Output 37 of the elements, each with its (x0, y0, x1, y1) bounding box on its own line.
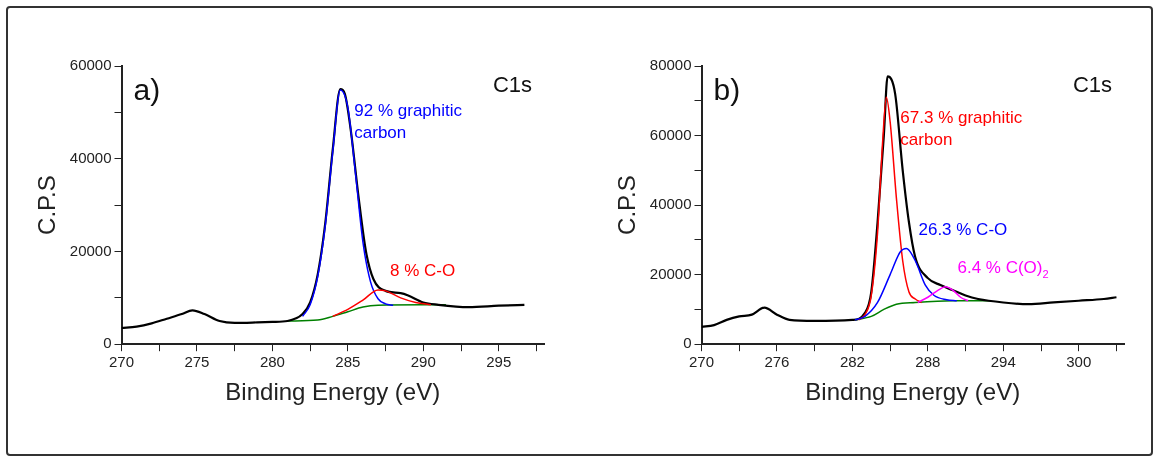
series-label: 67.3 % graphitic carbon (900, 108, 1023, 150)
annotation: C1s (1072, 72, 1112, 97)
x-tick-label: 270 (109, 353, 135, 371)
x-tick-label: 276 (764, 353, 790, 371)
y-axis-title: C.P.S (33, 175, 61, 235)
y-tick-label: 20000 (69, 241, 112, 259)
line-series (854, 247, 958, 321)
y-axis-title: C.P.S (613, 175, 641, 235)
x-tick-label: 290 (410, 353, 436, 371)
series-label: 8 % C-O (390, 260, 456, 280)
annotation: C1s (492, 72, 532, 97)
x-tick-label: 275 (184, 353, 210, 371)
y-tick-label: 60000 (649, 125, 692, 143)
x-tick-label: 295 (486, 353, 512, 371)
line-series (701, 75, 1118, 328)
x-axis-title: Binding Energy (eV) (225, 378, 441, 406)
y-tick-label: 20000 (649, 264, 692, 282)
y-tick-label: 40000 (649, 195, 692, 213)
line-series (332, 289, 432, 318)
x-tick-label: 300 (1066, 353, 1092, 371)
series-label: 26.3 % C-O (918, 219, 1008, 239)
chart-title: b) (713, 73, 741, 106)
y-tick-label: 0 (103, 334, 112, 352)
x-tick-label: 282 (839, 353, 865, 371)
line-series (917, 286, 969, 304)
x-tick-label: 285 (335, 353, 361, 371)
x-tick-label: 270 (689, 353, 715, 371)
x-tick-label: 288 (915, 353, 941, 371)
y-tick-label: 80000 (649, 56, 692, 74)
x-axis-title: Binding Energy (eV) (805, 378, 1021, 406)
y-tick-label: 40000 (69, 148, 112, 166)
series-label: 92 % graphitic carbon (354, 101, 463, 143)
x-tick-label: 280 (259, 353, 285, 371)
x-tick-label: 294 (990, 353, 1016, 371)
chart-title: a) (133, 73, 161, 106)
y-tick-label: 60000 (69, 56, 112, 74)
y-tick-label: 0 (683, 334, 692, 352)
